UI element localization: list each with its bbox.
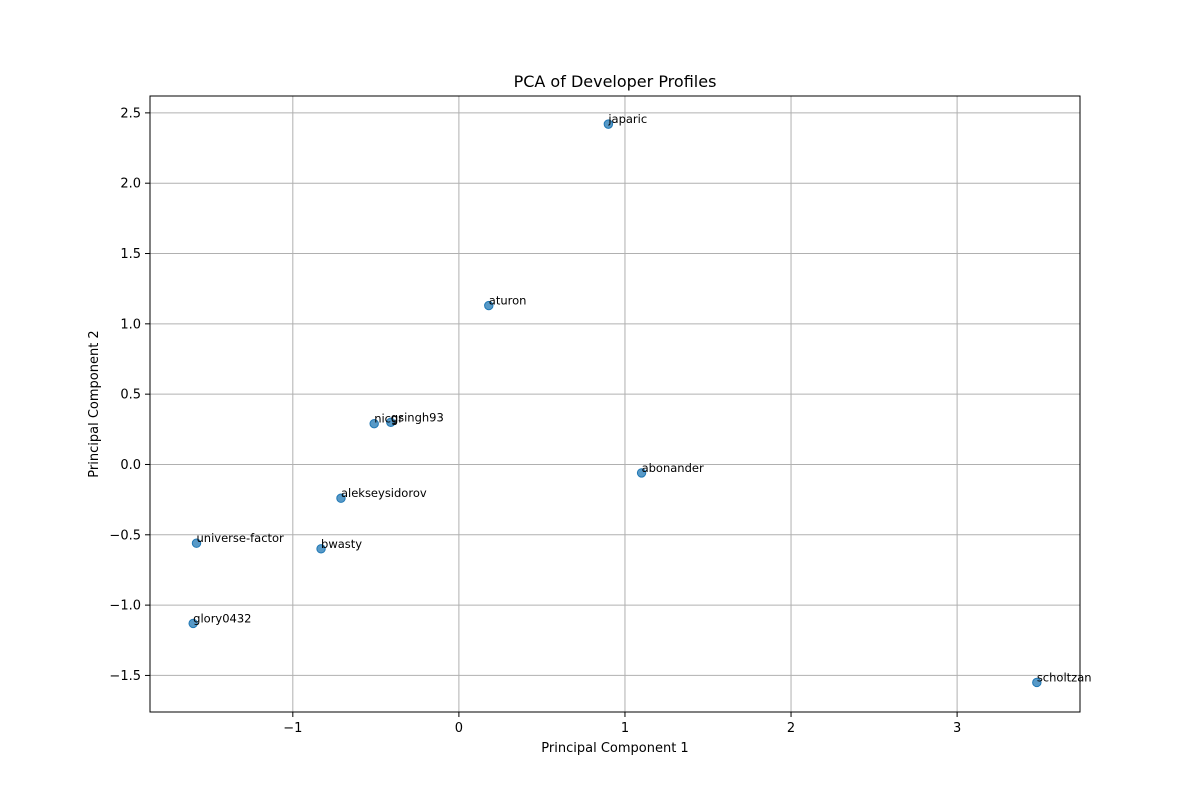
point-label: universe-factor [197,531,285,545]
x-tick-label: 2 [787,721,795,736]
data-point [484,300,494,311]
point-label: gsingh93 [391,410,444,424]
y-tick-label: 1.0 [120,317,141,332]
y-tick-label: −1.5 [109,669,141,684]
chart-title: PCA of Developer Profiles [514,72,717,91]
point-label: scholtzan [1037,670,1092,684]
x-axis-ticks: −1 0 1 2 3 [283,712,961,736]
y-tick-label: −1.0 [109,599,141,614]
data-point [369,418,379,429]
y-tick-label: 2.0 [120,177,141,192]
data-point [1032,677,1042,688]
x-axis-label: Principal Component 1 [541,741,688,756]
data-point [603,119,614,129]
x-tick-label: 1 [621,721,629,736]
data-point [336,493,346,503]
data-point [316,544,326,554]
data-point [636,468,647,478]
y-axis-ticks: −1.5 −1.0 −0.5 0.0 0.5 1.0 1.5 2.0 2.5 [109,106,150,684]
x-tick-label: −1 [283,721,302,736]
y-tick-label: 0.5 [120,388,141,403]
y-tick-label: 2.5 [120,106,141,121]
x-tick-label: 0 [455,721,463,736]
point-label: aturon [489,294,527,308]
point-label: abonander [642,461,704,475]
y-tick-label: 1.5 [120,247,141,262]
data-point [191,538,202,548]
y-axis-label: Principal Component 2 [87,330,102,477]
point-label: japaric [607,112,647,126]
plot-frame [149,95,1081,713]
data-point [386,417,396,427]
point-label: glory0432 [193,611,251,625]
point-label: alekseysidorov [341,486,427,500]
data-point [188,618,198,629]
grid [150,96,1080,712]
point-label: nicgr [374,412,403,426]
y-tick-label: −0.5 [109,528,141,543]
x-tick-label: 3 [953,721,961,736]
data-points [188,119,1042,688]
point-label: bwasty [321,537,362,551]
y-tick-label: 0.0 [120,458,141,473]
